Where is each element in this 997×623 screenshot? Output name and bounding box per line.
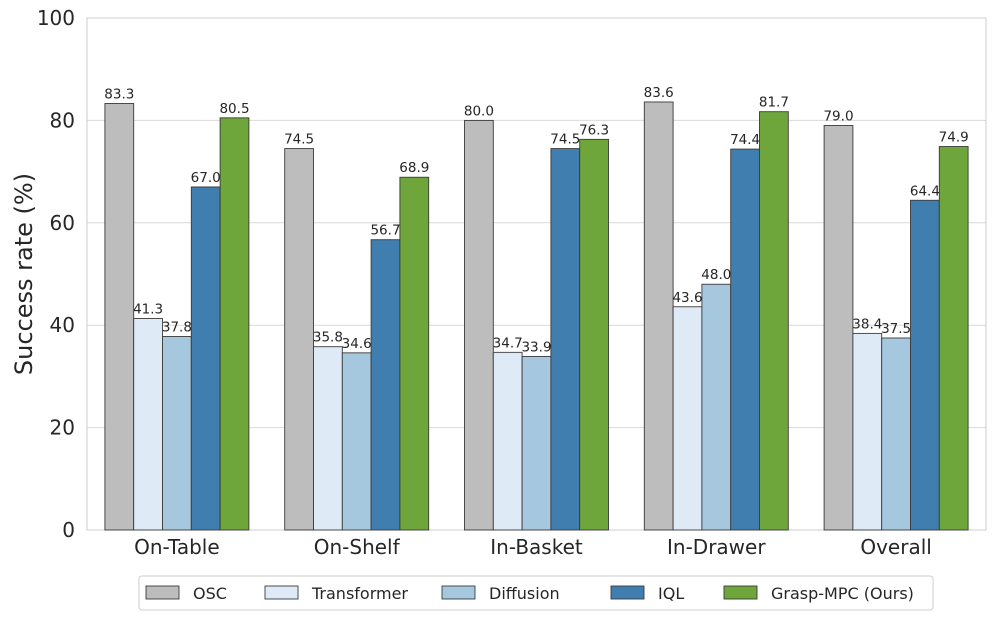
data-labels: 83.3 41.337.8 67.0 80.5 74.5 35.834.6 56.7 68.9… bbox=[104, 85, 968, 355]
bar bbox=[104, 103, 135, 531]
bar bbox=[492, 351, 523, 531]
bar bbox=[284, 148, 314, 531]
bar bbox=[852, 332, 883, 531]
bar bbox=[399, 176, 430, 531]
data-label: 83.3 bbox=[104, 87, 134, 103]
data-label: 68.9 bbox=[399, 160, 429, 176]
x-tick-label: On-Shelf bbox=[314, 535, 401, 559]
bar bbox=[219, 117, 250, 531]
data-label: 80.0 bbox=[464, 103, 494, 119]
data-label: 79.0 bbox=[823, 109, 853, 125]
data-label: 76.3 bbox=[579, 122, 609, 138]
y-axis-ticks: 0 20 40 60 80 100 bbox=[37, 6, 75, 542]
bar bbox=[881, 337, 911, 531]
bar bbox=[133, 318, 163, 531]
data-label: 83.6 bbox=[644, 85, 674, 101]
bar bbox=[643, 101, 674, 531]
data-label: 74.4 bbox=[730, 132, 760, 148]
bar bbox=[313, 346, 343, 531]
data-label: 74.9 bbox=[939, 130, 969, 146]
data-label: 34.6 bbox=[342, 336, 372, 352]
data-label: 35.8 bbox=[313, 330, 343, 346]
bar bbox=[672, 306, 703, 531]
legend-label: IQL bbox=[658, 584, 684, 603]
data-label: 34.7 bbox=[493, 335, 523, 351]
y-tick-label: 40 bbox=[50, 313, 75, 337]
legend-swatch bbox=[145, 585, 180, 600]
data-label: 74.5 bbox=[550, 132, 580, 148]
bar bbox=[730, 148, 760, 531]
data-label: 74.5 bbox=[284, 132, 314, 148]
data-label: 67.0 bbox=[191, 170, 221, 186]
data-label: 48.0 bbox=[701, 267, 731, 283]
y-tick-label: 80 bbox=[50, 108, 75, 132]
y-axis-label: Success rate (%) bbox=[10, 173, 38, 375]
legend: OSC Transformer Diffusion IQL Grasp-MPC (Our… bbox=[138, 575, 934, 611]
legend-swatch bbox=[264, 585, 299, 600]
bar bbox=[521, 355, 552, 531]
bar bbox=[464, 119, 494, 531]
bar bbox=[579, 138, 609, 531]
x-axis-ticks: On-Table On-Shelf In-Basket In-Drawer Overal… bbox=[134, 535, 932, 559]
legend-label: Diffusion bbox=[489, 584, 560, 603]
data-label: 37.8 bbox=[162, 319, 192, 335]
bar bbox=[190, 186, 221, 531]
data-label: 33.9 bbox=[521, 339, 551, 355]
data-label: 37.5 bbox=[881, 321, 911, 337]
x-tick-label: On-Table bbox=[134, 535, 220, 559]
x-tick-label: In-Drawer bbox=[667, 535, 766, 559]
legend-label: Grasp-MPC (Ours) bbox=[771, 584, 914, 603]
y-tick-label: 0 bbox=[62, 518, 75, 542]
data-label: 38.4 bbox=[852, 316, 882, 332]
bar bbox=[938, 146, 969, 531]
legend-label: OSC bbox=[193, 584, 227, 603]
y-tick-label: 100 bbox=[37, 6, 75, 30]
data-label: 64.4 bbox=[910, 183, 940, 199]
bar bbox=[701, 283, 732, 531]
legend-swatch bbox=[723, 585, 758, 600]
bars bbox=[104, 101, 969, 531]
bar bbox=[759, 111, 789, 531]
legend-swatch bbox=[610, 585, 645, 600]
bar bbox=[370, 239, 401, 531]
data-label: 81.7 bbox=[759, 95, 789, 111]
x-tick-label: Overall bbox=[860, 535, 931, 559]
legend-frame bbox=[138, 575, 934, 611]
bar bbox=[162, 336, 192, 531]
data-label: 80.5 bbox=[219, 101, 249, 117]
legend-label: Transformer bbox=[311, 584, 408, 603]
bar bbox=[823, 125, 854, 531]
x-tick-label: In-Basket bbox=[490, 535, 583, 559]
bar bbox=[341, 352, 372, 531]
data-label: 41.3 bbox=[133, 302, 163, 318]
data-label: 43.6 bbox=[672, 290, 702, 306]
y-tick-label: 60 bbox=[50, 211, 75, 235]
bar bbox=[910, 199, 940, 531]
legend-swatch bbox=[441, 585, 476, 600]
y-tick-label: 20 bbox=[50, 416, 75, 440]
bar bbox=[550, 148, 581, 531]
data-label: 56.7 bbox=[370, 223, 400, 239]
